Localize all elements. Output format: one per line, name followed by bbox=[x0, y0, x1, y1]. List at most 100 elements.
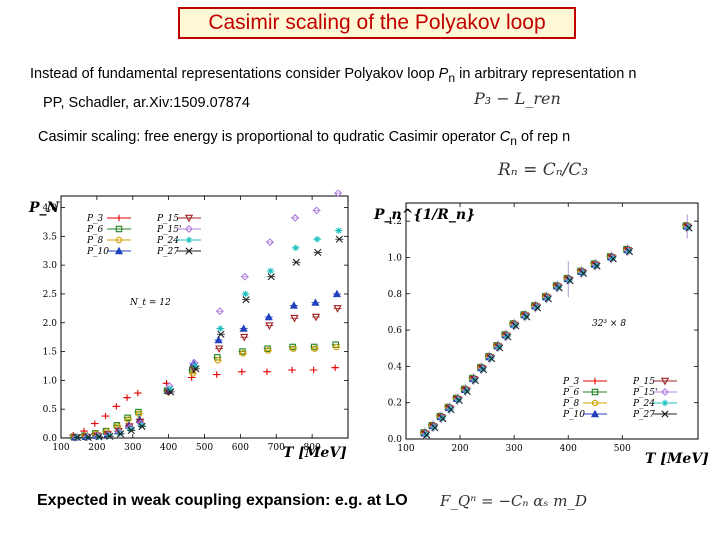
y-tick-label: 1.0 bbox=[388, 253, 403, 263]
legend-label: P_8 bbox=[86, 236, 104, 246]
data-point bbox=[312, 206, 321, 215]
data-point bbox=[289, 301, 298, 309]
data-point bbox=[213, 371, 220, 378]
data-point bbox=[102, 412, 109, 420]
data-point bbox=[314, 248, 322, 257]
data-point bbox=[116, 430, 125, 438]
data-point bbox=[239, 350, 247, 357]
data-point bbox=[431, 424, 439, 432]
data-point bbox=[555, 284, 563, 292]
data-point bbox=[455, 396, 463, 405]
data-point bbox=[335, 235, 343, 243]
data-point bbox=[290, 314, 299, 323]
legend-marker bbox=[661, 388, 669, 396]
x-tick-label: 500 bbox=[196, 443, 213, 453]
y-tick-label: 0.0 bbox=[43, 434, 58, 444]
series-2 bbox=[70, 343, 341, 441]
series-4 bbox=[71, 305, 342, 442]
x-tick-label: 500 bbox=[614, 444, 631, 454]
data-point bbox=[240, 272, 249, 281]
series-5 bbox=[72, 190, 343, 442]
y-tick-label: 4.0 bbox=[43, 204, 58, 214]
x-tick-label: 600 bbox=[232, 443, 249, 453]
series-0 bbox=[69, 364, 340, 439]
data-point bbox=[292, 258, 300, 266]
data-point bbox=[609, 255, 617, 263]
data-point bbox=[267, 273, 275, 281]
data-point bbox=[335, 227, 342, 234]
legend-marker bbox=[591, 377, 599, 385]
data-point bbox=[544, 295, 552, 303]
data-point bbox=[106, 432, 114, 440]
data-point bbox=[267, 267, 274, 275]
data-point bbox=[265, 238, 274, 247]
legend-marker bbox=[115, 236, 123, 244]
data-point bbox=[504, 333, 512, 341]
intro-var: P bbox=[438, 66, 449, 82]
legend-marker bbox=[115, 214, 123, 222]
x-tick-label: 200 bbox=[451, 444, 468, 454]
y-tick-label: 0.4 bbox=[388, 362, 403, 372]
lattice-annotation: 32³ × 8 bbox=[592, 319, 626, 329]
legend-marker bbox=[661, 410, 669, 418]
data-point bbox=[134, 389, 142, 397]
data-point bbox=[127, 426, 135, 435]
legend-label: P_8 bbox=[562, 399, 580, 409]
legend-label: P_24 bbox=[156, 236, 179, 246]
data-point bbox=[334, 190, 343, 198]
data-point bbox=[463, 387, 471, 395]
legend-marker bbox=[115, 225, 123, 233]
legend-label: P_3 bbox=[86, 214, 104, 224]
intro-line: Instead of fundamental representations c… bbox=[30, 66, 636, 85]
data-point bbox=[512, 322, 520, 330]
slide-title-box: Casimir scaling of the Polyakov loop bbox=[178, 7, 576, 39]
legend-marker bbox=[185, 225, 193, 233]
legend-label: P_10 bbox=[86, 247, 109, 257]
x-tick-label: 100 bbox=[52, 443, 69, 453]
data-point bbox=[311, 298, 320, 306]
legend-marker bbox=[591, 399, 599, 407]
legend-label: P_15 bbox=[156, 214, 179, 224]
data-point bbox=[242, 296, 250, 304]
x-tick-label: 300 bbox=[506, 444, 523, 454]
y-tick-label: 1.2 bbox=[388, 217, 402, 227]
casimir-var: C bbox=[499, 129, 511, 145]
data-point bbox=[263, 368, 271, 375]
x-tick-label: 400 bbox=[560, 444, 577, 454]
right-scaled-chart: 100 200 300 400 500 0.0 0.2 0.4 0.6 0.8 1.0 1.2P_n^… bbox=[373, 202, 709, 467]
formula-free-energy: F_Qⁿ = −Cₙ αₛ m_D bbox=[440, 492, 587, 510]
y-tick-label: 2.0 bbox=[43, 319, 58, 329]
left-polyakov-chart: 100 200 300 400 500 600 700 800 0.0 0.5 1.0 1.5 2.0 2… bbox=[28, 190, 349, 461]
legend-marker bbox=[591, 388, 599, 396]
reference-line: PP, Schadler, ar.Xiv:1509.07874 bbox=[43, 95, 250, 111]
data-point bbox=[496, 344, 504, 352]
legend-marker bbox=[185, 236, 193, 244]
legend-label: P_3 bbox=[562, 377, 580, 387]
y-tick-label: 0.6 bbox=[388, 326, 403, 336]
data-point bbox=[310, 366, 317, 374]
y-tick-label: 0.5 bbox=[43, 405, 58, 415]
intro-text-a: Instead of fundamental representations c… bbox=[30, 66, 439, 82]
data-point bbox=[167, 388, 175, 396]
data-point bbox=[214, 356, 222, 364]
x-axis-title: T [MeV] bbox=[645, 451, 709, 467]
casimir-text-b: of rep n bbox=[516, 129, 571, 145]
data-point bbox=[579, 269, 588, 277]
data-point bbox=[290, 345, 297, 352]
data-point bbox=[91, 420, 98, 427]
legend-marker bbox=[590, 409, 600, 418]
plot-frame bbox=[60, 195, 349, 439]
data-point bbox=[487, 355, 496, 363]
legend-label: P_15' bbox=[632, 388, 657, 398]
data-point bbox=[188, 374, 195, 381]
legend-marker bbox=[185, 247, 193, 255]
data-point bbox=[240, 333, 249, 342]
data-point bbox=[215, 345, 224, 354]
data-point bbox=[333, 343, 340, 351]
legend-label: P_27 bbox=[156, 247, 179, 257]
data-point bbox=[332, 289, 341, 298]
data-point bbox=[264, 347, 272, 354]
data-point bbox=[192, 365, 200, 373]
legend-label: P_24 bbox=[632, 399, 655, 409]
data-point bbox=[471, 376, 479, 385]
